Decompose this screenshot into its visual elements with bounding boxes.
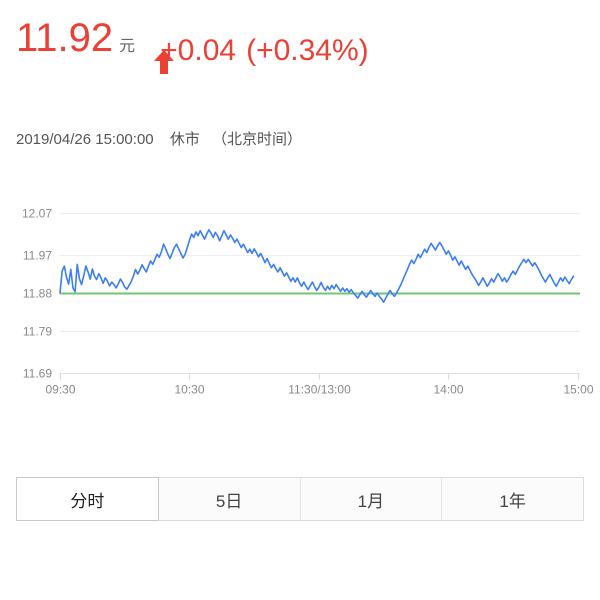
change-percent: (+0.34%) <box>246 34 369 67</box>
market-status-badge: 休市 <box>169 131 200 148</box>
tab-fenshi[interactable]: 分时 <box>16 477 159 521</box>
chart-x-axis-ticks <box>60 373 579 380</box>
quote-datetime: 2019/04/26 15:00:00 <box>16 131 154 148</box>
change-absolute: +0.04 <box>160 34 237 67</box>
chart-x-axis-labels: 09:30 10:30 11:30/13:00 14:00 15:00 <box>45 383 593 397</box>
tab-5day-label: 5日 <box>215 491 243 511</box>
tab-1month-label: 1月 <box>357 491 385 511</box>
range-tabs[interactable]: 分时 5日 1月 1年 <box>16 477 584 521</box>
x-tick-label: 15:00 <box>563 383 593 397</box>
market-status-line: 2019/04/26 15:00:00 休市 （北京时间） <box>16 128 302 149</box>
tab-1year[interactable]: 1年 <box>442 478 583 520</box>
y-tick-label: 11.69 <box>23 367 52 381</box>
x-tick-label: 09:30 <box>45 383 75 397</box>
y-tick-label: 11.79 <box>23 325 52 339</box>
chart-y-axis-labels: 12.07 11.97 11.88 11.79 11.69 <box>22 207 52 381</box>
y-tick-label: 11.88 <box>23 287 52 301</box>
y-tick-label: 12.07 <box>22 207 52 221</box>
x-tick-label: 14:00 <box>433 383 463 397</box>
x-tick-label: 11:30/13:00 <box>288 383 351 397</box>
price-change-group: +0.04 (+0.34%) <box>153 34 369 74</box>
intraday-chart-panel[interactable]: 12.07 11.97 11.88 11.79 11.69 09:30 10:30 11:3… <box>0 195 600 405</box>
tab-fenshi-label: 分时 <box>70 491 105 511</box>
tab-5day[interactable]: 5日 <box>159 478 301 520</box>
price-line-series <box>59 229 575 304</box>
x-tick-label: 10:30 <box>174 383 204 397</box>
price-currency-label: 元 <box>119 38 136 55</box>
y-tick-label: 11.97 <box>23 249 52 263</box>
price-value: 11.92 <box>16 16 114 60</box>
tab-1year-label: 1年 <box>499 491 526 511</box>
intraday-chart-svg[interactable]: 12.07 11.97 11.88 11.79 11.69 09:30 10:30 11:3… <box>0 195 600 405</box>
timezone-note: （北京时间） <box>212 131 303 148</box>
tab-1month[interactable]: 1月 <box>301 478 443 520</box>
quote-header: 11.92 元 +0.04 (+0.34%) <box>16 16 369 74</box>
